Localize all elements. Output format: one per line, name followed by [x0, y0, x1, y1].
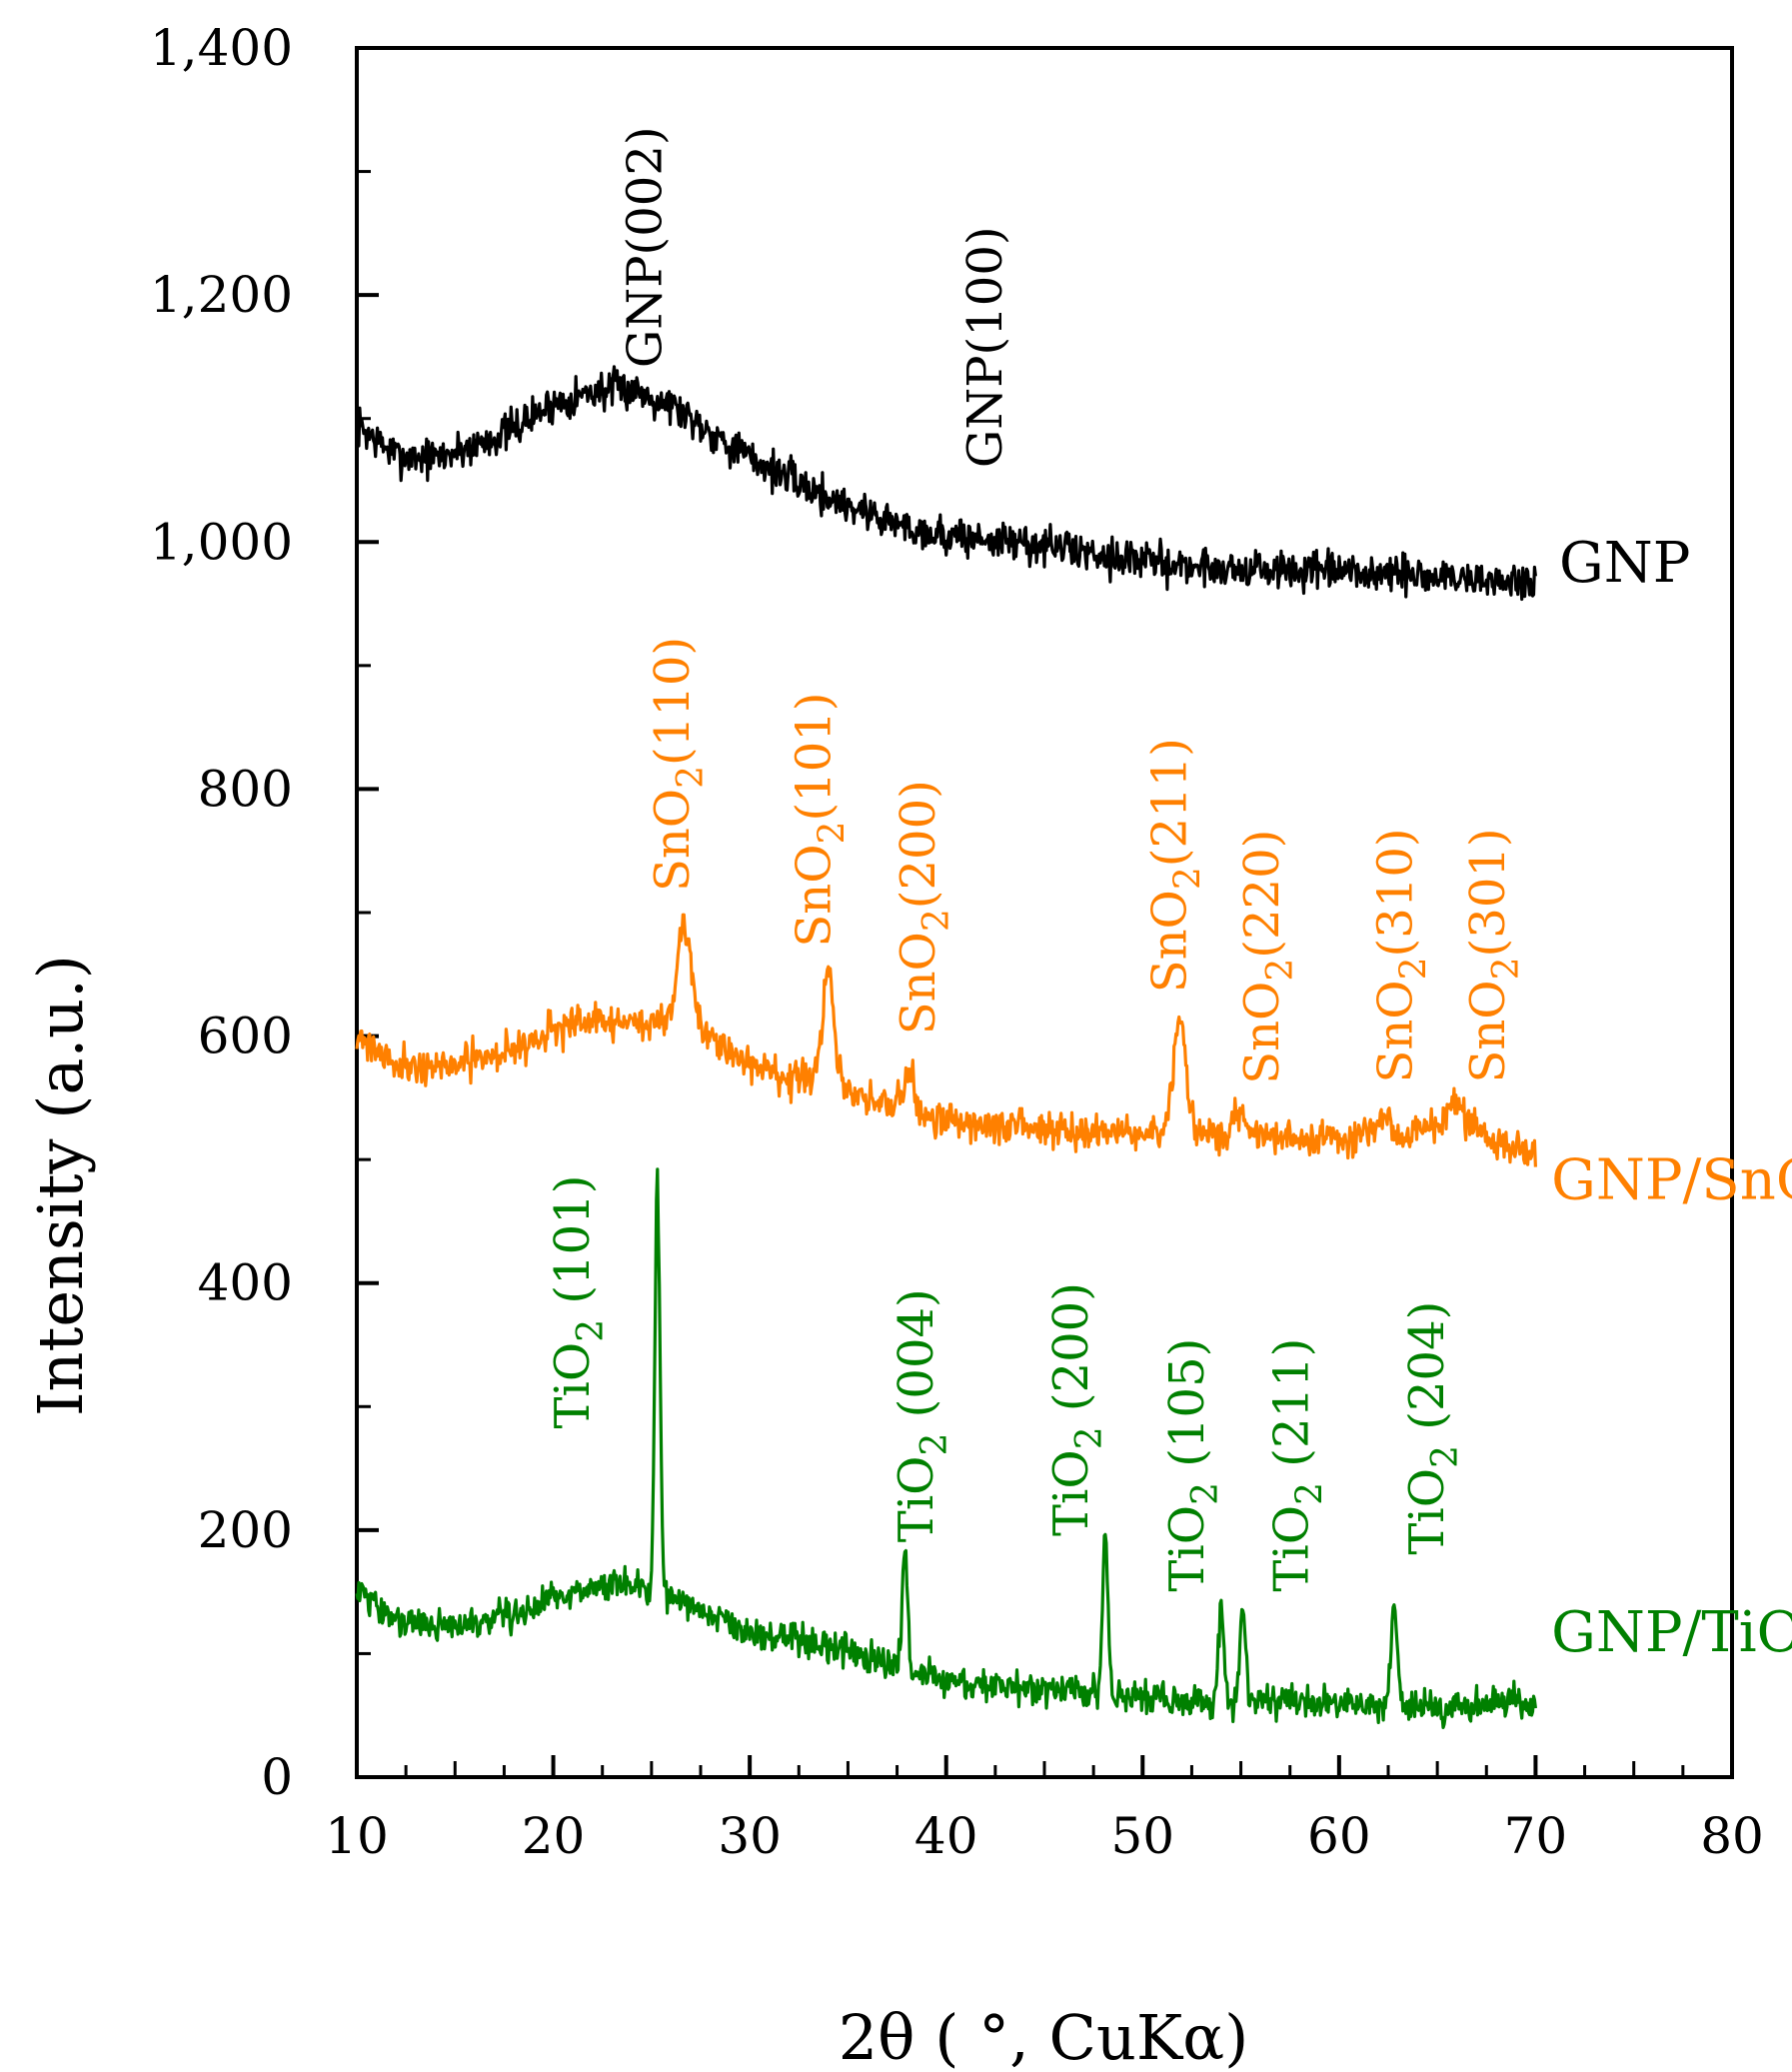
y-axis-title: Intensity (a.u.) [24, 955, 97, 1416]
peak-annotation-index: (200) [1043, 1282, 1099, 1426]
peak-annotation-subscript: 2 [571, 1319, 612, 1342]
series-label-gnp-tio2: GNP/TiO2 [1551, 1600, 1792, 1682]
peak-annotation: SnO2(301) [1460, 828, 1527, 1082]
series-labels: GNP GNP/SnO2 GNP/TiO2 [1551, 531, 1792, 1682]
peak-annotation-subscript: 2 [1168, 867, 1209, 890]
peak-annotation: TiO2 (204) [1399, 1301, 1466, 1555]
y-tick-label: 800 [198, 760, 293, 818]
series-label-text: GNP/SnO [1551, 1148, 1792, 1213]
peak-annotation-main: SnO [1460, 980, 1516, 1082]
peak-annotation-index: (200) [891, 780, 946, 909]
x-tick-label: 70 [1504, 1807, 1568, 1865]
series-label-text: GNP/TiO [1551, 1600, 1792, 1665]
peak-annotation: TiO2 (004) [889, 1288, 955, 1542]
peak-annotation-main: TiO [1263, 1505, 1319, 1592]
peak-annotation-subscript: 2 [1185, 1482, 1226, 1505]
peak-annotation-main: GNP(002) [618, 126, 674, 368]
x-tick-label: 80 [1700, 1807, 1764, 1865]
series-label-gnp-sno2: GNP/SnO2 [1551, 1148, 1792, 1230]
peak-annotation: TiO2 (101) [545, 1175, 612, 1429]
peak-annotation-main: SnO [1368, 980, 1424, 1082]
peak-annotation-subscript: 2 [671, 766, 712, 789]
peak-annotation-subscript: 2 [1069, 1426, 1110, 1449]
series-line-gnp-sno2 [355, 913, 1537, 1167]
series-group [355, 365, 1537, 1729]
peak-annotation-subscript: 2 [1394, 957, 1435, 980]
peak-annotation-index: (101) [787, 692, 843, 821]
peak-annotation-main: SnO [1142, 890, 1198, 993]
peak-annotation: SnO2(110) [645, 637, 712, 892]
peak-annotation-index: (211) [1263, 1338, 1319, 1482]
peak-annotation-main: TiO [1159, 1505, 1215, 1592]
peak-annotation-main: GNP(100) [957, 226, 1013, 468]
peak-annotation-main: SnO [645, 789, 701, 892]
x-tick-label: 30 [718, 1807, 782, 1865]
peak-annotation-index: (301) [1460, 828, 1516, 957]
peak-annotation-main: SnO [1234, 982, 1290, 1084]
peak-annotation-subscript: 2 [1260, 959, 1301, 982]
y-tick-label: 0 [261, 1748, 293, 1806]
peak-annotation-subscript: 2 [1425, 1445, 1466, 1468]
y-tick-label: 1,200 [150, 266, 293, 324]
y-tick-label: 200 [198, 1501, 293, 1559]
x-axis-title: 2θ ( °, CuKα) [839, 2001, 1249, 2072]
peak-annotation-index: (101) [545, 1175, 601, 1319]
y-tick-label: 1,400 [150, 19, 293, 77]
series-label-gnp: GNP [1559, 531, 1690, 596]
peak-annotation-main: TiO [1399, 1468, 1455, 1555]
y-tick-label: 400 [198, 1254, 293, 1312]
peak-annotation-index: (211) [1142, 738, 1198, 867]
peak-annotation: SnO2(220) [1234, 830, 1301, 1084]
peak-annotation-main: TiO [545, 1342, 601, 1429]
series-line-gnp [356, 365, 1537, 602]
peak-annotation-index: (105) [1159, 1338, 1215, 1482]
peak-annotation: TiO2 (200) [1043, 1282, 1110, 1536]
peak-annotation-subscript: 2 [1289, 1482, 1330, 1505]
peak-annotation: TiO2 (105) [1159, 1338, 1226, 1592]
peak-annotation: SnO2(310) [1368, 828, 1435, 1082]
peak-annotation-subscript: 2 [813, 822, 854, 845]
peak-annotation-main: TiO [1043, 1449, 1099, 1536]
peak-annotation: SnO2(101) [787, 692, 854, 947]
peak-annotation: SnO2(200) [891, 780, 957, 1035]
peak-annotation: GNP(100) [957, 226, 1013, 468]
x-tick-label: 20 [522, 1807, 586, 1865]
peak-annotation-subscript: 2 [1486, 957, 1527, 980]
peak-annotation-index: (220) [1234, 830, 1290, 959]
x-tick-label: 40 [914, 1807, 978, 1865]
x-tick-label: 60 [1307, 1807, 1371, 1865]
series-line-gnp-tio2 [355, 1167, 1537, 1729]
y-tick-label: 1,000 [150, 513, 293, 571]
x-tick-label: 10 [325, 1807, 389, 1865]
peak-annotation-subscript: 2 [916, 909, 957, 932]
series-label-text: GNP [1559, 531, 1690, 596]
peak-annotation-index: (310) [1368, 828, 1424, 957]
peak-annotation-index: (204) [1399, 1301, 1455, 1445]
peak-annotation: GNP(002) [618, 126, 674, 368]
peak-annotation-main: SnO [787, 844, 843, 947]
x-tick-label: 50 [1110, 1807, 1174, 1865]
peak-annotation-index: (110) [645, 637, 701, 766]
axes: 10 20 30 40 50 60 70 8002004006008001,0001,2001… [150, 19, 1764, 1865]
peak-annotation: TiO2 (211) [1263, 1338, 1330, 1592]
peak-annotation-main: TiO [889, 1455, 944, 1542]
peak-annotation-subscript: 2 [914, 1433, 955, 1456]
peak-annotation-main: SnO [891, 932, 946, 1035]
peak-annotation: SnO2(211) [1142, 738, 1209, 993]
peak-annotation-index: (004) [889, 1288, 944, 1432]
y-tick-label: 600 [198, 1008, 293, 1065]
peak-annotations: GNP(002) GNP(100)SnO2(110)SnO2(101)SnO2(2… [545, 126, 1527, 1591]
